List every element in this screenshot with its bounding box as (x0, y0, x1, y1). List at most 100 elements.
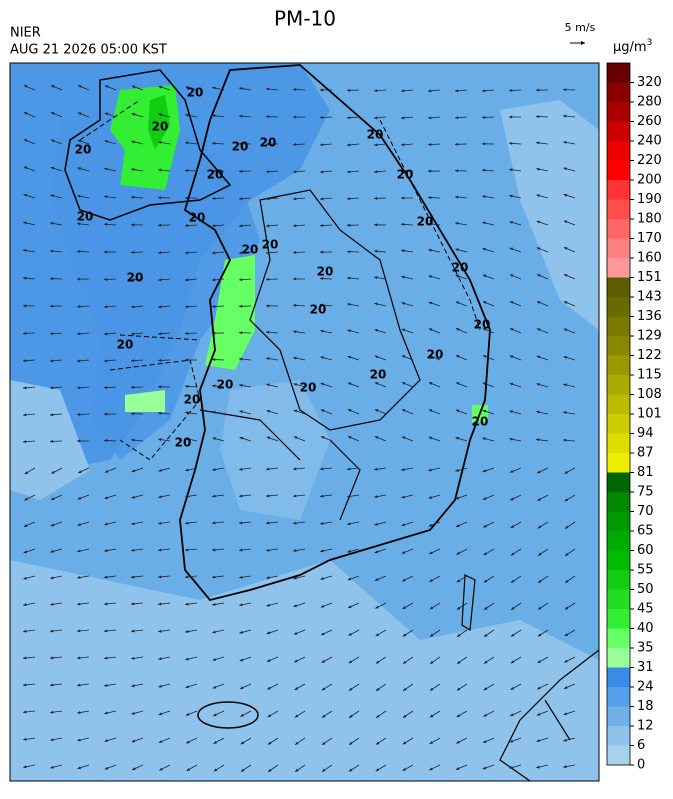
wind-scale: 5 m/s (565, 21, 596, 34)
colorbar-bin (607, 570, 630, 590)
colorbar-tick-label: 101 (637, 407, 662, 422)
colorbar-bin (607, 551, 630, 571)
contour-label: 20 (117, 338, 134, 352)
colorbar-tick-label: 87 (637, 446, 654, 461)
colorbar-bin (607, 239, 630, 259)
unit: μg/m3 (613, 38, 652, 55)
colorbar-bin (607, 297, 630, 317)
colorbar-tick-label: 65 (637, 524, 654, 539)
colorbar-bin (607, 122, 630, 142)
colorbar-tick-label: 220 (637, 153, 662, 168)
contour-label: 20 (175, 436, 192, 450)
contour-label: 20 (310, 303, 327, 317)
contour-label: 20 (217, 378, 234, 392)
colorbar-bin (607, 375, 630, 395)
colorbar-tick-label: 60 (637, 543, 654, 558)
colorbar-tick-label: 24 (637, 680, 654, 695)
title: PM-10 (274, 7, 336, 31)
contour-label: 20 (207, 168, 224, 182)
colorbar-tick-label: 180 (637, 212, 662, 227)
colorbar-tick-label: 320 (637, 75, 662, 90)
contour-label: 20 (317, 265, 334, 279)
colorbar-tick-label: 115 (637, 368, 662, 383)
contour-label: 20 (127, 271, 144, 285)
colorbar-bin (607, 434, 630, 454)
colorbar-bin (607, 63, 630, 83)
colorbar-tick-label: 35 (637, 641, 654, 656)
colorbar-bin (607, 648, 630, 668)
colorbar-tick-label: 40 (637, 621, 654, 636)
colorbar-tick-label: 0 (637, 758, 645, 773)
colorbar-bin (607, 492, 630, 512)
contour-label: 20 (300, 381, 317, 395)
colorbar-bin (607, 83, 630, 103)
contour-label: 20 (189, 211, 206, 225)
colorbar-bin (607, 668, 630, 688)
colorbar-tick-label: 260 (637, 114, 662, 129)
contour-label: 20 (452, 261, 469, 275)
colorbar-tick-label: 70 (637, 504, 654, 519)
contour-label: 20 (262, 238, 279, 252)
colorbar-bin (607, 453, 630, 473)
colorbar-bin (607, 707, 630, 727)
contour-label: 20 (242, 243, 259, 257)
contour-label: 20 (417, 215, 434, 229)
colorbar-bin (607, 687, 630, 707)
unit-exponent: 3 (647, 38, 653, 48)
colorbar-tick-label: 94 (637, 426, 654, 441)
colorbar-bin (607, 278, 630, 298)
colorbar-tick-label: 200 (637, 173, 662, 188)
timestamp: AUG 21 2026 05:00 KST (10, 43, 167, 58)
colorbar-bin (607, 531, 630, 551)
contour-label: 20 (75, 143, 92, 157)
colorbar-bin (607, 141, 630, 161)
colorbar-tick-label: 12 (637, 719, 654, 734)
colorbar-bin (607, 473, 630, 493)
contour-label: 20 (474, 318, 491, 332)
colorbar-bin (607, 356, 630, 376)
colorbar-tick-label: 136 (637, 309, 662, 324)
colorbar-bin (607, 180, 630, 200)
colorbar: 0612182431354045505560657075818794101108… (607, 63, 662, 773)
colorbar-tick-label: 31 (637, 660, 654, 675)
colorbar-tick-label: 143 (637, 290, 662, 305)
colorbar-bin (607, 746, 630, 766)
contour-label: 20 (77, 210, 94, 224)
contour-label: 20 (367, 128, 384, 142)
colorbar-tick-label: 81 (637, 465, 654, 480)
colorbar-tick-label: 240 (637, 134, 662, 149)
contour-label: 20 (370, 368, 387, 382)
colorbar-tick-label: 280 (637, 95, 662, 110)
colorbar-bin (607, 200, 630, 220)
colorbar-tick-label: 160 (637, 251, 662, 266)
colorbar-bin (607, 219, 630, 239)
colorbar-tick-label: 45 (637, 602, 654, 617)
colorbar-bin (607, 102, 630, 122)
unit-base: μg/m (613, 40, 647, 55)
colorbar-tick-label: 75 (637, 485, 654, 500)
colorbar-tick-label: 170 (637, 231, 662, 246)
colorbar-bin (607, 258, 630, 278)
colorbar-tick-label: 55 (637, 563, 654, 578)
contour-label: 20 (472, 415, 489, 429)
wind-scale-arrow (570, 41, 585, 45)
colorbar-bin (607, 590, 630, 610)
colorbar-tick-label: 190 (637, 192, 662, 207)
colorbar-bin (607, 317, 630, 337)
colorbar-tick-label: 108 (637, 387, 662, 402)
colorbar-tick-label: 18 (637, 699, 654, 714)
contour-label: 20 (184, 393, 201, 407)
colorbar-bin (607, 629, 630, 649)
colorbar-tick-label: 151 (637, 270, 662, 285)
colorbar-bin (607, 336, 630, 356)
colorbar-tick-label: 50 (637, 582, 654, 597)
colorbar-tick-label: 122 (637, 348, 662, 363)
colorbar-bin (607, 161, 630, 181)
contour-label: 20 (427, 348, 444, 362)
colorbar-bin (607, 726, 630, 746)
colorbar-bin (607, 512, 630, 532)
contour-label: 20 (152, 120, 169, 134)
contour-label: 20 (232, 140, 249, 154)
